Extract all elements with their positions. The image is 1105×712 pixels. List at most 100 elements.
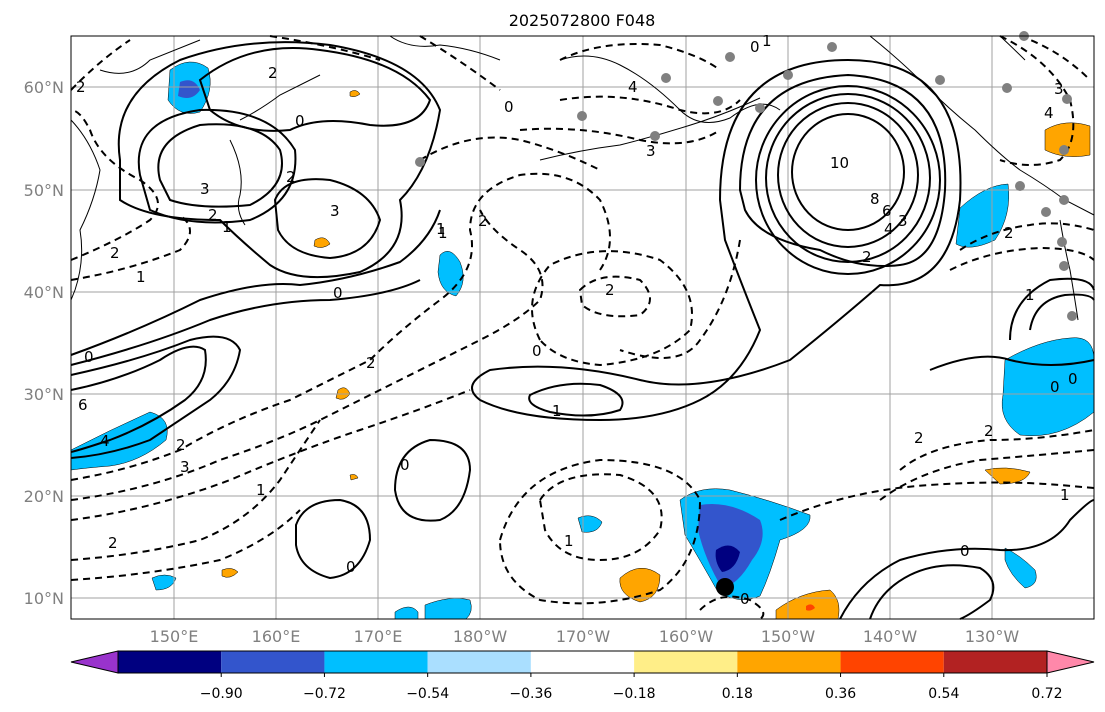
solid-contours (70, 41, 1095, 620)
contour-label: 2 (366, 354, 376, 372)
contour-label: 0 (333, 284, 343, 302)
colorbar-tick-label: 0.72 (1031, 686, 1062, 702)
lon-label: 150°W (761, 627, 816, 646)
contour-label: 2 (914, 429, 924, 447)
map-area: 10 8 6 4 3 2 1 3 2 3 1 0 0 2 1 0 0 0 4 6… (70, 31, 1095, 620)
map-frame (70, 35, 1095, 620)
colorbar-tick-label: 0.54 (928, 686, 959, 702)
contour-label: 0 (346, 558, 356, 576)
dashed-contours (70, 35, 1095, 620)
lon-label: 170°W (556, 627, 611, 646)
contour-label: 2 (108, 534, 118, 552)
lat-label: 50°N (24, 181, 64, 200)
map-title: 2025072800 F048 (509, 11, 656, 30)
station-marker (1057, 237, 1067, 247)
colorbar-extend-high (1046, 650, 1095, 674)
contour-label: 8 (870, 190, 880, 208)
station-marker (1059, 195, 1069, 205)
lon-label: 150°E (150, 627, 199, 646)
lon-label: 180°W (453, 627, 508, 646)
contour-label: 0 (295, 112, 305, 130)
contour-label: 2 (862, 248, 872, 266)
station-marker (1067, 311, 1077, 321)
lat-label: 30°N (24, 385, 64, 404)
contour-label: 1 (256, 481, 266, 499)
station-marker (650, 131, 660, 141)
colorbar-extend-low (70, 650, 119, 674)
station-marker (1059, 261, 1069, 271)
contour-label: 2 (1004, 224, 1014, 242)
contour-label: 3 (646, 142, 656, 160)
station-marker (1062, 94, 1072, 104)
center-marker (716, 578, 734, 596)
contour-label: 2 (76, 78, 86, 96)
contour-label: 0 (750, 38, 760, 56)
contour-label: 1 (136, 268, 146, 286)
strongest-negative-shading (715, 545, 740, 572)
lat-label: 40°N (24, 283, 64, 302)
contour-label: 3 (898, 212, 908, 230)
longitude-labels: 150°E 160°E 170°E 180°W 170°W 160°W 150°… (150, 627, 1020, 646)
contour-label: 1 (1025, 286, 1035, 304)
lon-label: 160°E (252, 627, 301, 646)
station-marker (935, 75, 945, 85)
lon-label: 160°W (659, 627, 714, 646)
colorbar-cell (530, 651, 635, 673)
station-marker (755, 103, 765, 113)
contour-label: 4 (100, 432, 110, 450)
contour-label: 6 (882, 202, 892, 220)
contour-label: 0 (740, 590, 750, 608)
contour-label: 0 (532, 342, 542, 360)
lat-label: 20°N (24, 487, 64, 506)
contour-label: 1 (222, 218, 232, 236)
station-marker (783, 70, 793, 80)
contour-label: 2 (268, 64, 278, 82)
contour-label: 2 (286, 168, 296, 186)
contour-label: 3 (1054, 80, 1064, 98)
contour-label: 0 (1068, 370, 1078, 388)
colorbar-tick-label: −0.72 (303, 686, 346, 702)
colorbar-tick-label: −0.54 (406, 686, 449, 702)
station-marker (1041, 207, 1051, 217)
colorbar-cell (427, 651, 531, 673)
contour-label: 0 (84, 348, 94, 366)
lat-label: 10°N (24, 589, 64, 608)
station-marker (1059, 145, 1069, 155)
contour-label: 1 (436, 220, 446, 238)
lat-label: 60°N (24, 78, 64, 97)
contour-label: 6 (78, 396, 88, 414)
colorbar-tick-label: 0.36 (825, 686, 856, 702)
contour-label: 10 (830, 154, 849, 172)
contour-label: 0 (960, 542, 970, 560)
strong-positive-shading (806, 604, 815, 611)
contour-label: 2 (110, 244, 120, 262)
contour-label: 1 (564, 532, 574, 550)
lon-label: 170°E (354, 627, 403, 646)
contour-label: 2 (208, 206, 218, 224)
grid-lines (71, 36, 1094, 619)
colorbar-cell (737, 651, 841, 673)
contour-label: 2 (984, 422, 994, 440)
latitude-labels: 60°N 50°N 40°N 30°N 20°N 10°N (24, 78, 64, 608)
contour-label: 2 (605, 281, 615, 299)
colorbar-cell (840, 651, 944, 673)
station-marker (725, 52, 735, 62)
contour-label: 0 (400, 456, 410, 474)
contour-label: 4 (628, 78, 638, 96)
contour-label: 4 (884, 220, 894, 238)
station-marker (661, 73, 671, 83)
colorbar-cell (118, 651, 222, 673)
contour-label: 1 (552, 402, 562, 420)
lon-label: 140°W (863, 627, 918, 646)
contour-label: 3 (200, 180, 210, 198)
colorbar-cells (117, 650, 1048, 674)
station-markers (415, 31, 1077, 321)
contour-label: 2 (478, 212, 488, 230)
colorbar-tick-label: −0.36 (509, 686, 552, 702)
colorbar-cell (943, 651, 1047, 673)
contour-label: 1 (762, 32, 772, 50)
contour-labels: 10 8 6 4 3 2 1 3 2 3 1 0 0 2 1 0 0 0 4 6… (76, 32, 1078, 608)
colorbar-tick-label: −0.90 (200, 686, 243, 702)
contour-label: 4 (1044, 104, 1054, 122)
